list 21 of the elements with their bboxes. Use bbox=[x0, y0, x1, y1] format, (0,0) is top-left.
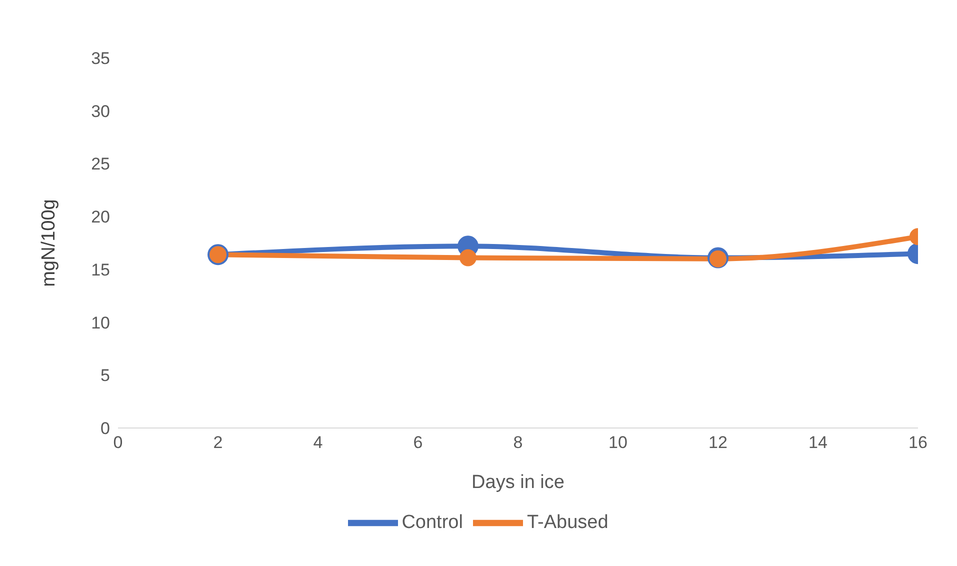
x-tick-label: 2 bbox=[213, 433, 223, 452]
y-tick-label: 30 bbox=[91, 102, 110, 121]
x-tick-label: 4 bbox=[313, 433, 323, 452]
x-tick-label: 16 bbox=[908, 433, 928, 452]
x-axis-title: Days in ice bbox=[472, 472, 564, 493]
y-axis-title: mgN/100g bbox=[38, 199, 60, 287]
y-tick-label: 0 bbox=[100, 419, 110, 438]
legend-label: T-Abused bbox=[526, 512, 608, 534]
x-tick-label: 6 bbox=[413, 433, 423, 452]
x-tick-label: 12 bbox=[708, 433, 728, 452]
y-tick-label: 35 bbox=[91, 49, 110, 68]
legend-label: Control bbox=[402, 512, 463, 534]
y-tick-label: 20 bbox=[91, 208, 110, 227]
y-tick-label: 10 bbox=[91, 313, 110, 332]
x-tick-label: 8 bbox=[513, 433, 523, 452]
x-tick-label: 14 bbox=[808, 433, 828, 452]
x-tick-label: 10 bbox=[608, 433, 628, 452]
y-tick-label: 5 bbox=[100, 366, 110, 386]
y-tick-label: 15 bbox=[91, 260, 110, 280]
x-tick-label: 0 bbox=[113, 433, 123, 452]
y-tick-label: 25 bbox=[91, 154, 110, 174]
